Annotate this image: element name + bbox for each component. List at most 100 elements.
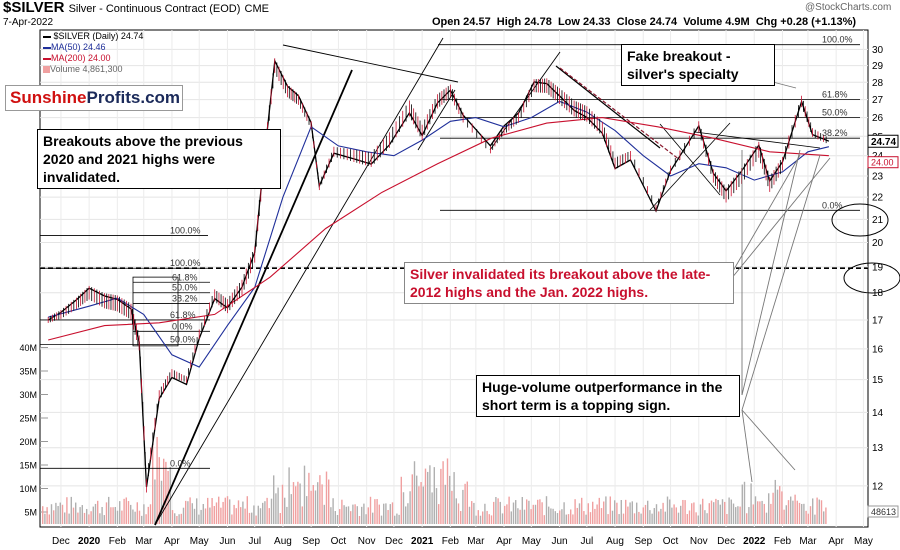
- volume-bar: [754, 496, 757, 524]
- volume-bar: [402, 492, 405, 524]
- volume-bar: [653, 508, 655, 524]
- volume-bar: [563, 502, 565, 524]
- volume-bar: [350, 511, 352, 524]
- x-tick-17: May: [522, 536, 541, 547]
- volume-bar: [277, 487, 279, 524]
- volume-bar: [576, 507, 578, 524]
- symbol: $SILVER: [3, 0, 65, 16]
- volume-bar: [633, 513, 636, 524]
- volume-bar: [578, 503, 581, 524]
- volume-bar: [746, 513, 748, 524]
- volume-bar: [341, 499, 343, 524]
- volume-bar: [99, 513, 101, 524]
- volume-bar: [440, 468, 442, 524]
- callout-fake-breakout: Fake breakout - silver's specialty: [621, 44, 775, 86]
- volume-bar: [156, 436, 158, 524]
- y-tick-19: 19: [872, 262, 884, 273]
- volume-bar: [455, 498, 457, 524]
- volume-bar: [237, 500, 240, 524]
- volume-bar: [552, 508, 554, 524]
- volume-bar: [281, 484, 284, 524]
- volume-bar: [226, 496, 229, 524]
- volume-bar: [372, 512, 374, 524]
- trend-line-2: [282, 44, 459, 83]
- volume-bar: [378, 504, 380, 524]
- fib-label-2: 50.0%: [822, 108, 848, 118]
- volume-bar: [396, 513, 398, 524]
- volume-bar: [81, 505, 83, 524]
- volume-bar: [715, 498, 717, 524]
- pointer-line-5: [741, 409, 753, 483]
- volume-bar: [215, 502, 218, 524]
- volume-bar: [97, 500, 99, 524]
- volume-bar: [94, 503, 97, 524]
- volume-bar: [618, 514, 620, 524]
- volume-bar: [664, 511, 666, 524]
- volume-bar: [435, 488, 438, 524]
- callout-pointers: [721, 79, 831, 483]
- volume-bar: [229, 499, 231, 524]
- volume-bar: [677, 512, 680, 524]
- volume-bar: [721, 499, 724, 524]
- x-tick-9: Sep: [302, 536, 320, 547]
- volume-bar: [334, 511, 336, 524]
- volume-bar: [420, 482, 422, 524]
- y-tick-12: 12: [872, 481, 884, 492]
- volume-bar: [468, 506, 471, 524]
- volume-bar: [809, 506, 812, 524]
- fib-box: [132, 276, 179, 347]
- volume-bar: [625, 499, 627, 524]
- volume-bar: [798, 502, 801, 524]
- y-tick-26: 26: [872, 113, 884, 124]
- volume-bar: [519, 509, 521, 524]
- chart-title: $SILVER Silver - Continuous Contract (EO…: [3, 0, 269, 17]
- volume-bar: [787, 500, 790, 524]
- volume-bar: [598, 497, 600, 524]
- volume-bar: [814, 514, 816, 524]
- volume-bar: [365, 514, 367, 524]
- callout-volume: Huge-volume outperformance in the short …: [476, 375, 740, 417]
- trend-line-0: [154, 69, 353, 526]
- volume-bar: [345, 506, 347, 524]
- volume-bar: [160, 480, 163, 524]
- volume-bar: [556, 513, 559, 524]
- volume-bar: [636, 502, 638, 524]
- volume-bar: [233, 504, 235, 524]
- volume-bar: [385, 503, 387, 524]
- y-tick-28: 28: [872, 78, 884, 89]
- trend-line-5: [555, 65, 661, 149]
- ellipse-19: [843, 262, 900, 294]
- volume-bar: [543, 515, 545, 524]
- volume-bar: [785, 505, 787, 524]
- volume-bar: [262, 502, 264, 524]
- volume-bar: [545, 496, 548, 524]
- ma200-label: 24.00: [871, 158, 894, 168]
- volume-bar: [114, 506, 116, 524]
- volume-bar: [783, 509, 785, 524]
- volume-tick-35M: 35M: [19, 367, 37, 377]
- volume-bar: [235, 508, 237, 524]
- volume-bar: [649, 510, 651, 524]
- legend-price: $SILVER (Daily) 24.74: [43, 31, 143, 42]
- volume-bar: [521, 497, 523, 524]
- volume-bar: [477, 510, 479, 524]
- volume-label: 48613: [871, 507, 896, 517]
- x-tick-3: Mar: [135, 536, 153, 547]
- volume-bar: [356, 506, 358, 524]
- volume-bar: [134, 511, 136, 524]
- volume-bar: [583, 511, 585, 524]
- volume-bar: [72, 507, 75, 524]
- volume-bar: [383, 503, 385, 524]
- y-tick-27: 27: [872, 95, 884, 106]
- volume-bar: [77, 512, 79, 524]
- volume-bar: [642, 507, 644, 524]
- volume-bar: [473, 502, 475, 524]
- y-tick-21: 21: [872, 215, 884, 226]
- volume-bar: [501, 513, 504, 524]
- volume-bar: [123, 498, 125, 524]
- volume-bar: [240, 507, 242, 524]
- volume-bar: [790, 496, 792, 524]
- volume-bar: [427, 471, 429, 524]
- volume-bar: [255, 515, 257, 524]
- volume-bar: [686, 514, 688, 524]
